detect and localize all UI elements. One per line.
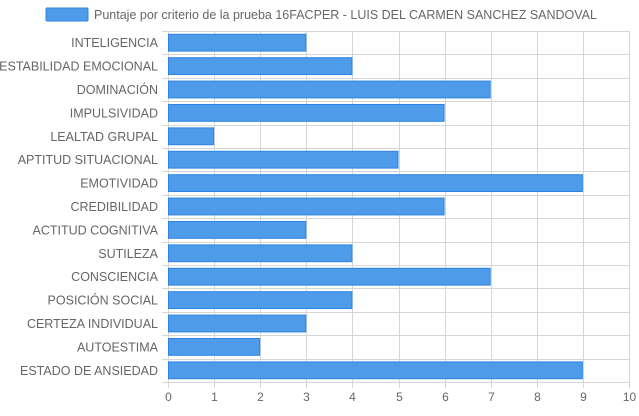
bar (168, 127, 215, 146)
bar (168, 361, 583, 380)
x-tick-label: 9 (580, 390, 587, 404)
bar (168, 57, 353, 76)
x-tick-label: 7 (488, 390, 495, 404)
category-label: ESTADO DE ANSIEDAD (20, 364, 158, 378)
bar (168, 33, 307, 52)
bar (168, 244, 353, 263)
category-label: AUTOESTIMA (77, 340, 159, 354)
bar (168, 150, 399, 169)
x-tick-label: 1 (211, 390, 218, 404)
bar (168, 337, 261, 356)
category-label: CERTEZA INDIVIDUAL (27, 317, 158, 331)
x-tick-label: 4 (349, 390, 356, 404)
category-label: EMOTIVIDAD (80, 177, 158, 191)
category-label: POSICIÓN SOCIAL (48, 293, 158, 308)
category-label: ACTITUD COGNITIVA (33, 223, 159, 237)
x-tick-label: 8 (534, 390, 541, 404)
bar (168, 267, 491, 286)
category-label: IMPULSIVIDAD (70, 106, 158, 120)
legend-label[interactable]: Puntaje por criterio de la prueba 16FACP… (94, 8, 597, 22)
x-tick-label: 0 (165, 390, 172, 404)
bar (168, 174, 583, 193)
bar (168, 197, 445, 216)
x-tick-label: 10 (623, 390, 637, 404)
bar (168, 314, 307, 333)
bar (168, 80, 491, 99)
category-label: INTELIGENCIA (71, 36, 158, 50)
category-label: ESTABILIDAD EMOCIONAL (0, 60, 158, 74)
bar (168, 291, 353, 310)
category-label: SUTILEZA (98, 247, 158, 261)
category-label: CREDIBILIDAD (70, 200, 158, 214)
category-label: DOMINACIÓN (77, 82, 158, 97)
x-tick-label: 2 (257, 390, 264, 404)
bar (168, 103, 445, 122)
legend[interactable]: Puntaje por criterio de la prueba 16FACP… (45, 7, 597, 22)
bars-layer (168, 33, 583, 380)
x-tick-label: 6 (442, 390, 449, 404)
bar (168, 220, 307, 239)
category-label: APTITUD SITUACIONAL (18, 153, 158, 167)
x-tick-label: 3 (303, 390, 310, 404)
legend-swatch[interactable] (45, 7, 89, 22)
category-labels: INTELIGENCIA ESTABILIDAD EMOCIONAL DOMINAC… (0, 36, 159, 378)
x-tick-labels: 0 1 2 3 4 5 6 7 8 9 10 (165, 390, 636, 404)
x-tick-label: 5 (396, 390, 403, 404)
category-label: LEALTAD GRUPAL (50, 130, 158, 144)
category-label: CONSCIENCIA (71, 270, 158, 284)
